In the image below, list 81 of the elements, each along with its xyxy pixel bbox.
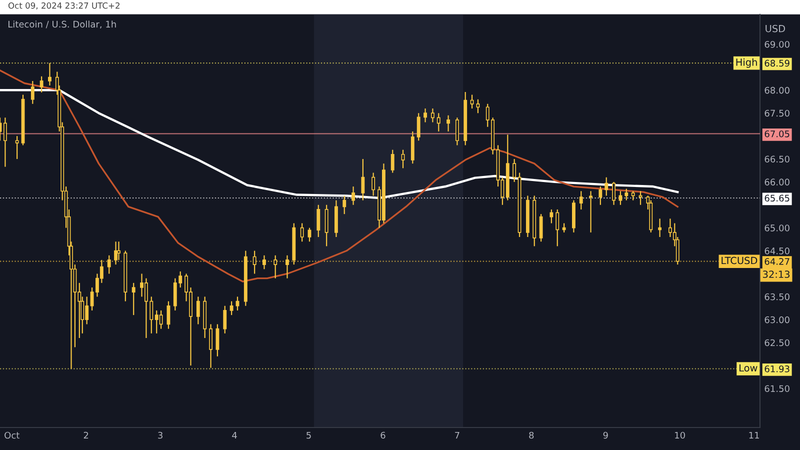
candlestick — [196, 296, 200, 325]
x-tick-label: 3 — [158, 432, 162, 439]
candlestick — [604, 176, 608, 196]
x-tick-label: 9 — [603, 432, 608, 439]
ref-line-label: High — [736, 58, 757, 68]
candlestick — [132, 282, 136, 316]
candlestick — [598, 186, 602, 206]
candlestick — [446, 114, 450, 132]
ref-line-label: LTCUSD — [722, 256, 758, 264]
y-tick-label: 66.50 — [764, 156, 790, 163]
y-axis-title: USD — [766, 24, 786, 32]
candlestick — [372, 172, 376, 196]
x-tick-label: Oct — [4, 432, 20, 439]
candlestick — [3, 117, 7, 168]
candlestick — [624, 188, 628, 201]
x-tick-label: 6 — [380, 432, 386, 439]
candlestick — [658, 218, 662, 238]
y-tick-label: 67.05 — [764, 130, 790, 138]
x-tick-label: 4 — [232, 432, 237, 439]
candlestick — [15, 135, 19, 160]
candlestick — [324, 204, 328, 247]
candlestick — [159, 310, 163, 330]
y-tick-label: 62.50 — [764, 339, 790, 346]
candlestick — [612, 181, 616, 206]
candlestick — [390, 149, 394, 174]
y-tick-label: 63.50 — [764, 293, 790, 300]
ref-line-label: Low — [740, 364, 758, 372]
candlestick — [316, 204, 320, 238]
y-tick-label: 64.50 — [764, 248, 790, 254]
x-tick-label: 11 — [749, 432, 759, 439]
candlestick — [209, 324, 212, 368]
candlestick — [30, 80, 34, 104]
text: 32:13 — [763, 270, 790, 278]
y-tick-label: 61.93 — [764, 365, 790, 372]
candlestick — [589, 190, 592, 233]
candlestick — [579, 190, 583, 210]
x-tick-label: 7 — [455, 432, 460, 439]
y-tick-label: 65.65 — [764, 194, 790, 202]
line-series — [0, 70, 678, 282]
candlestick — [512, 158, 516, 182]
candlestick — [308, 227, 312, 242]
candlestick — [361, 158, 365, 201]
text: Oct 09, 2024 23:27 UTC+2 — [8, 2, 120, 10]
candlestick — [352, 186, 355, 206]
candlestick — [424, 108, 427, 123]
candlestick — [416, 112, 420, 142]
candlestick — [401, 149, 405, 169]
candlestick — [476, 98, 480, 114]
y-tick-label: 64.27 — [764, 258, 790, 265]
y-tick-label: 68.59 — [764, 60, 790, 67]
candlestick — [550, 208, 554, 224]
y-tick-label: 61.50 — [764, 385, 790, 392]
candlestick — [236, 296, 240, 312]
y-tick-label: 63.00 — [764, 316, 790, 324]
candlestick — [230, 300, 234, 316]
candlestick — [455, 117, 459, 146]
candlestick — [436, 112, 440, 132]
candlestick — [90, 286, 94, 312]
candlestick — [40, 76, 44, 93]
candlestick — [48, 62, 52, 86]
candlestick — [556, 208, 560, 247]
y-tick-label: 66.00 — [764, 178, 790, 186]
x-tick-label: 10 — [675, 432, 685, 439]
y-tick-label: 68.00 — [764, 86, 790, 94]
candlestick — [631, 190, 635, 201]
x-tick-label: 5 — [306, 432, 311, 439]
candlestick — [410, 130, 414, 164]
y-tick-label: 67.50 — [764, 110, 790, 117]
candlestick — [216, 324, 220, 357]
candlestick — [300, 222, 304, 242]
candlestick — [539, 214, 543, 242]
candlestick — [342, 195, 346, 215]
x-tick-label: 8 — [529, 432, 534, 439]
y-tick-label: 65.00 — [764, 224, 790, 232]
candlestick — [430, 108, 434, 123]
candlestick — [470, 94, 474, 110]
candlestick — [223, 305, 227, 334]
y-tick-label: 69.00 — [764, 40, 790, 48]
text: Litecoin / U.S. Dollar, 1h — [8, 20, 116, 29]
candlestick — [562, 222, 566, 233]
x-tick-label: 2 — [84, 432, 88, 439]
